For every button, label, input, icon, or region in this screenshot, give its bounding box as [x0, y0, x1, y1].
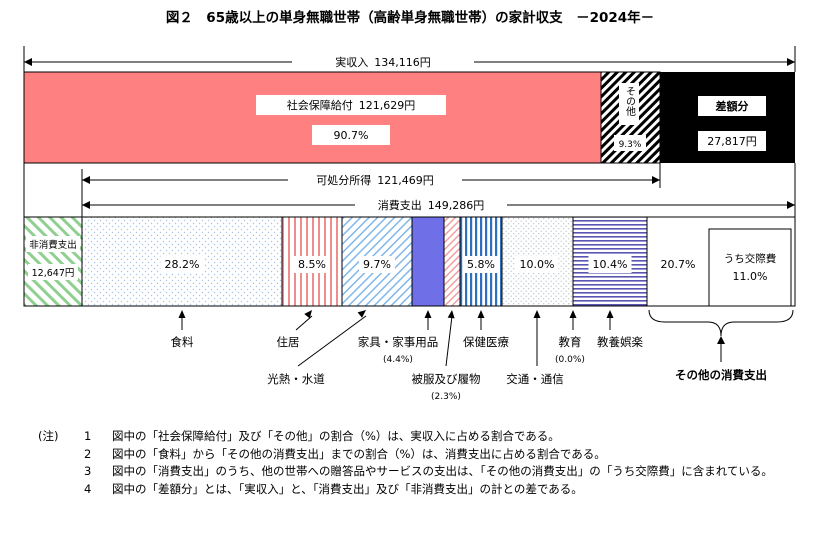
leader-line-housing [295, 315, 313, 331]
category-share-clothing: (2.3%) [431, 392, 461, 402]
notes: (注) 1 図中の「社会保障給付」及び「その他」の割合（%）は、実収入に占める割… [38, 428, 808, 498]
note-text: 図中の「消費支出」のうち、他の世帯への贈答品やサービスの支出は、「その他の消費支… [112, 464, 773, 478]
expense-bar-nonconsumption [23, 216, 83, 307]
leader-line-utilities [297, 315, 367, 367]
segment-share-medical: 5.8% [467, 258, 495, 271]
segment-label-bg-housing [294, 256, 330, 273]
consumption-arrow-right [787, 201, 795, 209]
leader-line-clothing [445, 315, 453, 367]
category-label-medical: 保健医療 [463, 335, 509, 349]
category-label-furniture: 家具・家事用品 [358, 335, 439, 349]
segment-clothing [443, 216, 461, 307]
chart-title: 図２ 65歳以上の単身無職世帯（高齢単身無職世帯）の家計収支 －2024年－ [166, 9, 654, 26]
note-text: 図中の「社会保障給付」及び「その他」の割合（%）は、実収入に占める割合である。 [112, 429, 560, 443]
category-label-education: 教育 [559, 335, 582, 349]
note-number: 4 [84, 481, 92, 496]
disposable-arrow-right [652, 176, 660, 184]
disposable-label: 可処分所得 121,469円 [316, 174, 434, 187]
segment-share-transport: 10.0% [520, 258, 555, 271]
note-row: 4 図中の「差額分」とは、「実収入」と、「消費支出」及び「非消費支出」の計との差… [38, 481, 808, 499]
category-label-utilities: 光熱・水道 [267, 372, 325, 386]
category-label-recreation: 教養娯楽 [597, 335, 643, 349]
leader-arrow-housing [304, 310, 312, 319]
others-brace [648, 309, 794, 337]
social-expense-box [708, 228, 792, 307]
disposable-arrow-left [82, 176, 90, 184]
segment-label-bg-recreation [588, 256, 632, 273]
income-arrow-right [787, 58, 795, 66]
category-label-transport: 交通・通信 [506, 372, 564, 386]
note-row: 3 図中の「消費支出」のうち、他の世帯への贈答品やサービスの支出は、「その他の消… [38, 463, 808, 481]
segment-label-bg-food [160, 256, 204, 273]
note-number: 1 [84, 429, 92, 443]
nonconsumption-value: 12,647円 [32, 268, 75, 279]
segment-share-others: 20.7% [661, 258, 696, 271]
others-label: その他の消費支出 [675, 368, 767, 382]
category-label-food: 食料 [171, 335, 194, 349]
segment-label-bg-transport [515, 256, 559, 273]
segment-share-housing: 8.5% [298, 258, 326, 271]
leader-arrow-recreation [606, 310, 614, 318]
segment-share-recreation: 10.4% [593, 258, 628, 271]
consumption-arrow-left [82, 201, 90, 209]
note-text: 図中の「差額分」とは、「実収入」と、「消費支出」及び「非消費支出」の計との差であ… [112, 481, 583, 496]
leader-arrow-food [178, 310, 186, 318]
category-share-furniture: (4.4%) [383, 355, 413, 365]
income-bar-social-security [23, 71, 602, 164]
leader-arrow-education [569, 310, 577, 318]
income-arrow-left [24, 58, 32, 66]
notes-head: (注) [38, 429, 59, 443]
category-share-education: (0.0%) [555, 355, 585, 365]
segment-furniture [411, 216, 445, 307]
income-label: 実収入 134,116円 [335, 55, 431, 69]
other-income-share: 9.3% [619, 140, 642, 150]
note-number: 3 [84, 464, 92, 478]
consumption-segments: 28.2% 8.5% 9.7% 5.8% 10.0% 10.4% 20.7% [81, 216, 796, 307]
segment-label-bg-utilities [359, 256, 395, 273]
note-row: (注) 1 図中の「社会保障給付」及び「その他」の割合（%）は、実収入に占める割… [38, 428, 808, 446]
leader-arrow-medical [477, 310, 485, 318]
leader-arrow-clothing [447, 310, 455, 319]
household-budget-chart: 図２ 65歳以上の単身無職世帯（高齢単身無職世帯）の家計収支 －2024年－ 実… [23, 9, 796, 402]
consumption-label: 消費支出 149,286円 [378, 198, 485, 212]
note-number: 2 [84, 446, 92, 461]
leader-arrow-furniture [424, 310, 432, 318]
leader-arrow-transport [533, 310, 541, 318]
segment-share-food: 28.2% [165, 258, 200, 271]
segment-share-utilities: 9.7% [363, 258, 391, 271]
segment-label-bg-medical [463, 256, 499, 273]
social-security-share: 90.7% [334, 129, 369, 142]
note-row: 2 図中の「食料」から「その他の消費支出」までの割合（%）は、消費支出に占める割… [38, 446, 808, 464]
deficit-value: 27,817円 [707, 135, 757, 148]
leader-arrow-utilities [357, 310, 366, 318]
social-expense-share: 11.0% [733, 270, 768, 283]
nonconsumption-label: 非消費支出 [29, 239, 77, 251]
other-income-label: その他 [624, 86, 636, 117]
segment-label-bg-others [656, 256, 700, 273]
category-label-clothing: 被服及び履物 [412, 372, 481, 386]
social-security-label: 社会保障給付 121,629円 [287, 98, 416, 112]
social-expense-label: うち交際費 [724, 252, 777, 265]
deficit-label: 差額分 [716, 99, 749, 113]
category-label-housing: 住居 [277, 335, 300, 349]
note-text: 図中の「食料」から「その他の消費支出」までの割合（%）は、消費支出に占める割合で… [112, 446, 606, 461]
